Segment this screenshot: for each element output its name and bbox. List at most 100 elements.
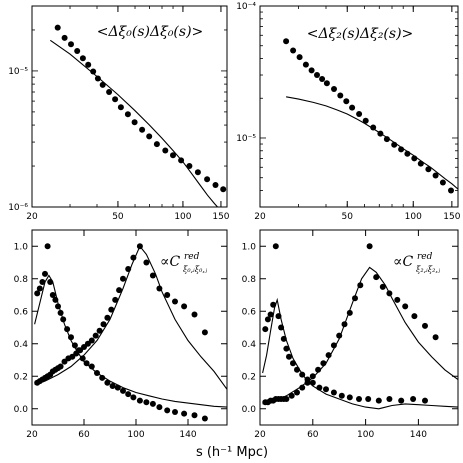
y-tick-label: 0.6 bbox=[242, 307, 257, 317]
data-point bbox=[88, 337, 95, 344]
data-point bbox=[422, 397, 428, 404]
x-tick-label: 140 bbox=[410, 430, 427, 440]
data-point bbox=[181, 303, 188, 310]
data-point bbox=[379, 283, 386, 290]
data-point bbox=[85, 61, 92, 68]
data-point bbox=[104, 314, 111, 321]
data-point bbox=[172, 298, 178, 305]
data-point bbox=[36, 285, 43, 292]
data-point bbox=[365, 396, 372, 402]
data-point bbox=[130, 254, 137, 261]
model-curve bbox=[262, 297, 458, 410]
data-point bbox=[164, 407, 171, 414]
x-tick-label: 60 bbox=[307, 430, 319, 440]
data-point bbox=[410, 396, 417, 402]
data-point bbox=[88, 363, 95, 370]
model-curve bbox=[286, 96, 458, 190]
plot-frame bbox=[259, 5, 459, 208]
svg-text:ξ₀,ᵢξ₀,ⱼ: ξ₀,ᵢξ₀,ⱼ bbox=[183, 265, 208, 274]
data-point bbox=[309, 379, 316, 386]
y-tick-label: 0.2 bbox=[14, 372, 28, 382]
data-point bbox=[299, 384, 306, 391]
data-point bbox=[362, 117, 369, 124]
data-point bbox=[120, 275, 126, 282]
data-point bbox=[411, 313, 418, 320]
x-tick-label: 100 bbox=[357, 430, 374, 440]
x-tick-label: 20 bbox=[26, 212, 38, 222]
data-point bbox=[156, 404, 163, 411]
y-tick-label: 0.0 bbox=[14, 405, 29, 415]
series-group bbox=[283, 38, 458, 194]
y-tick-label: 10⁻⁵ bbox=[236, 134, 256, 144]
data-point bbox=[100, 321, 107, 328]
data-point bbox=[422, 322, 428, 329]
y-tick-label: 0.8 bbox=[14, 275, 29, 285]
model-curve bbox=[262, 266, 458, 405]
y-tick-label: 1.0 bbox=[242, 242, 257, 252]
panel-top-left: 20 50 100 150 10⁻⁵ 10⁻⁶ bbox=[8, 5, 230, 222]
data-point bbox=[90, 68, 97, 75]
data-point bbox=[61, 34, 68, 41]
data-point bbox=[79, 55, 86, 62]
data-point bbox=[106, 89, 113, 95]
svg-text:∝C: ∝C bbox=[160, 254, 180, 270]
data-point bbox=[104, 379, 111, 386]
data-point bbox=[338, 392, 345, 399]
y-tick-label: 10⁻⁵ bbox=[8, 67, 28, 77]
data-point bbox=[283, 396, 290, 402]
data-point bbox=[319, 76, 326, 82]
data-point bbox=[337, 92, 344, 99]
data-point bbox=[204, 176, 211, 183]
x-tick-label: 100 bbox=[127, 430, 144, 440]
data-point bbox=[186, 163, 193, 169]
data-point bbox=[136, 397, 143, 404]
data-point bbox=[402, 303, 409, 310]
x-tick-label: 100 bbox=[405, 212, 422, 222]
data-point bbox=[398, 397, 405, 404]
data-point bbox=[262, 326, 269, 333]
x-tick-label: 150 bbox=[212, 212, 229, 222]
model-curve bbox=[34, 274, 227, 408]
series-group bbox=[34, 243, 227, 422]
y-tick-label: 0.2 bbox=[242, 372, 256, 382]
data-point bbox=[194, 169, 201, 176]
data-point bbox=[383, 136, 390, 143]
y-tick-label: 10⁻⁴ bbox=[236, 2, 256, 12]
y-tick-label: 1.0 bbox=[14, 242, 29, 252]
model-curve bbox=[49, 39, 219, 207]
data-point bbox=[286, 353, 292, 360]
data-point bbox=[125, 391, 132, 398]
x-tick-label: 50 bbox=[112, 212, 124, 222]
model-curve bbox=[34, 245, 227, 390]
data-point bbox=[264, 316, 271, 323]
data-point bbox=[267, 311, 274, 318]
data-point bbox=[201, 415, 208, 422]
x-tick-label: 50 bbox=[342, 212, 354, 222]
data-point bbox=[220, 186, 227, 193]
data-point bbox=[439, 179, 446, 186]
data-point bbox=[309, 373, 316, 380]
panel-title-top-left: <Δξ₀(s)Δξ₀(s)> bbox=[97, 24, 204, 40]
panel-title-bottom-left: ∝C red ξ₀,ᵢξ₀,ⱼ bbox=[160, 252, 208, 274]
data-point bbox=[315, 366, 322, 373]
data-point bbox=[346, 394, 353, 401]
data-point bbox=[94, 75, 101, 82]
data-point bbox=[124, 111, 131, 118]
x-tick-label: 20 bbox=[26, 430, 38, 440]
data-point bbox=[294, 389, 300, 396]
y-tick-label: 0.6 bbox=[14, 307, 29, 317]
x-tick-label: 100 bbox=[174, 212, 191, 222]
x-tick-label: 60 bbox=[78, 430, 90, 440]
svg-text:red: red bbox=[184, 252, 200, 262]
data-point bbox=[432, 334, 439, 341]
plot-frame bbox=[31, 229, 228, 426]
data-point bbox=[112, 296, 119, 303]
data-point bbox=[143, 399, 150, 406]
data-point bbox=[153, 141, 160, 148]
data-point bbox=[356, 111, 363, 117]
data-point bbox=[92, 332, 99, 339]
data-point bbox=[44, 243, 51, 250]
x-tick-label: 20 bbox=[254, 212, 266, 222]
data-point bbox=[330, 389, 337, 396]
data-point bbox=[149, 400, 156, 407]
